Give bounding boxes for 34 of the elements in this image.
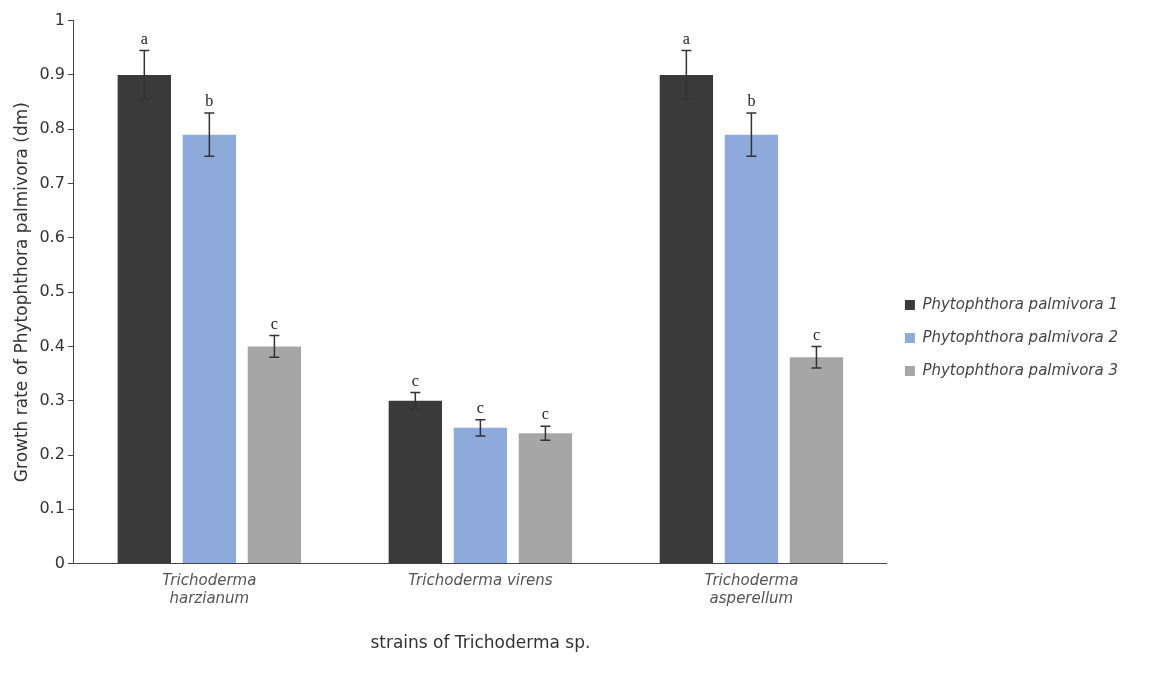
bar (789, 357, 844, 564)
y-tick-label: 0.7 (39, 172, 65, 192)
legend-label: Phytophthora palmivora 3 (922, 360, 1118, 379)
data-label: a (682, 29, 690, 47)
legend-label: Phytophthora palmivora 1 (922, 294, 1118, 313)
data-label: c (541, 405, 549, 423)
bar (182, 134, 237, 564)
y-tick-label: 0.9 (39, 64, 65, 84)
y-tick-label: 0.5 (39, 281, 65, 301)
data-label: c (411, 371, 419, 389)
y-tick-label: 0.6 (39, 226, 65, 246)
bar (724, 134, 779, 564)
data-label: b (205, 92, 214, 110)
y-tick-label: 1 (54, 9, 65, 29)
x-tick-label: Trichoderma harzianum (162, 571, 257, 608)
y-axis-title: Growth rate of Phytophthora palmivora (dm) (10, 102, 31, 483)
data-label: a (140, 29, 148, 47)
x-axis-title: strains of Trichoderma sp. (370, 632, 591, 653)
y-tick-label: 0 (54, 552, 65, 572)
x-tick-label: Trichoderma virens (408, 571, 553, 590)
x-tick-label: Trichoderma asperellum (704, 571, 799, 608)
y-tick-label: 0.3 (39, 389, 65, 409)
data-label: b (747, 92, 756, 110)
y-tick-label: 0.8 (39, 118, 65, 138)
bar (453, 427, 508, 564)
y-tick-label: 0.2 (39, 444, 65, 464)
bar (518, 433, 573, 564)
data-label: c (270, 314, 278, 332)
y-tick-label: 0.4 (39, 335, 65, 355)
data-label: c (476, 398, 484, 416)
bar (247, 346, 302, 564)
legend-label: Phytophthora palmivora 2 (922, 327, 1118, 346)
data-label: c (812, 325, 820, 343)
y-tick-label: 0.1 (39, 498, 65, 518)
